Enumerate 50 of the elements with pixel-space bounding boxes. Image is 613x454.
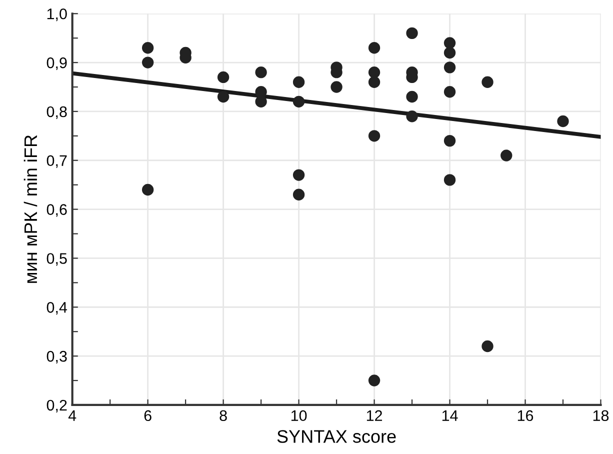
x-axis-title: SYNTAX score [277,430,396,443]
point [255,96,267,108]
y-tick-label: 0,3 [46,350,67,364]
point [217,71,230,84]
point [292,96,305,108]
point [444,37,456,49]
point [142,56,154,68]
x-tick-label: 8 [220,410,227,422]
point [406,90,418,103]
x-tick-label: 6 [144,410,152,422]
x-tick-label: 12 [366,410,382,421]
point [444,174,456,186]
y-tick-label: 0,8 [46,106,67,119]
point [444,134,456,147]
point [557,115,569,128]
x-tick-label: 10 [291,410,307,422]
point [482,76,494,88]
point [406,27,418,40]
point [368,42,380,54]
y-axis-title: мин мРК / min iFR [24,135,38,283]
point [255,66,267,78]
y-tick-label: 0,4 [46,302,68,315]
y-tick-label: 0,9 [46,57,67,70]
x-tick-label: 16 [518,410,534,422]
point [142,184,154,196]
point [444,86,456,98]
point [292,76,305,88]
point [482,340,494,352]
y-tick-label: 0,2 [46,400,67,412]
y-tick-label: 0,5 [46,253,67,266]
point [368,374,380,386]
point [217,90,230,103]
point [292,188,305,200]
y-tick-label: 0,6 [46,204,67,217]
point [292,169,305,181]
point [255,86,267,98]
y-tick-label: 0,7 [46,155,67,168]
point [368,66,380,78]
point [330,81,342,93]
point [368,76,380,88]
point [142,42,154,54]
x-tick-label: 18 [593,410,609,422]
x-tick-label: 14 [442,410,458,421]
point [368,130,380,142]
point [406,110,418,122]
y-tick-label: 1,0 [47,8,67,22]
x-tick-label: 4 [68,410,76,421]
point [444,46,456,59]
point [444,62,456,74]
point [500,150,512,162]
